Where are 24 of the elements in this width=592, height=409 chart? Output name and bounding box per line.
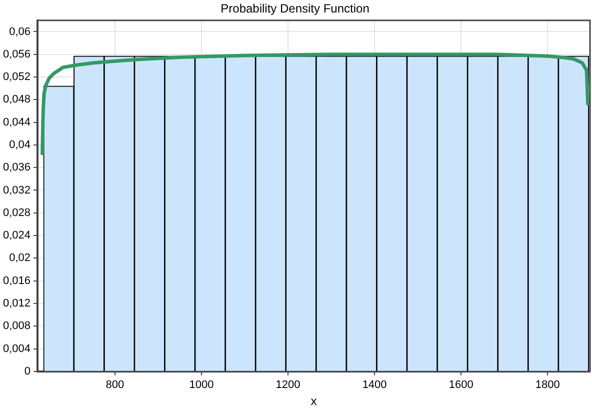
y-tick-label: 0,056: [2, 48, 31, 60]
y-tick-label: 0,016: [2, 274, 31, 287]
x-tick-label: 800: [106, 379, 124, 392]
chart-title: Probability Density Function: [220, 2, 370, 16]
x-tick-label: 1800: [535, 379, 560, 392]
y-tick-label: 0,052: [2, 71, 31, 84]
y-tick-label: 0,004: [2, 342, 31, 355]
y-tick-label: 0,06: [9, 26, 31, 38]
y-tick-label: 0,048: [2, 94, 31, 106]
x-tick-label: 1600: [448, 379, 474, 392]
y-tick-label: 0,04: [9, 138, 31, 151]
x-axis-title: x: [310, 394, 317, 408]
y-tick-label: 0,024: [2, 230, 31, 242]
x-tick-label: 1400: [362, 379, 387, 392]
y-tick-label: 0,044: [2, 116, 31, 128]
x-tick-label: 1000: [189, 379, 214, 392]
y-tick-label: 0,028: [2, 206, 31, 219]
x-tick-label: 1200: [276, 379, 300, 392]
y-tick-label: 0: [24, 365, 31, 378]
y-tick-label: 0,036: [2, 162, 31, 174]
y-tick-label: 0,02: [9, 252, 31, 264]
y-tick-label: 0,012: [2, 297, 31, 310]
y-tick-label: 0,008: [2, 320, 31, 332]
y-tick-label: 0,032: [2, 184, 31, 196]
